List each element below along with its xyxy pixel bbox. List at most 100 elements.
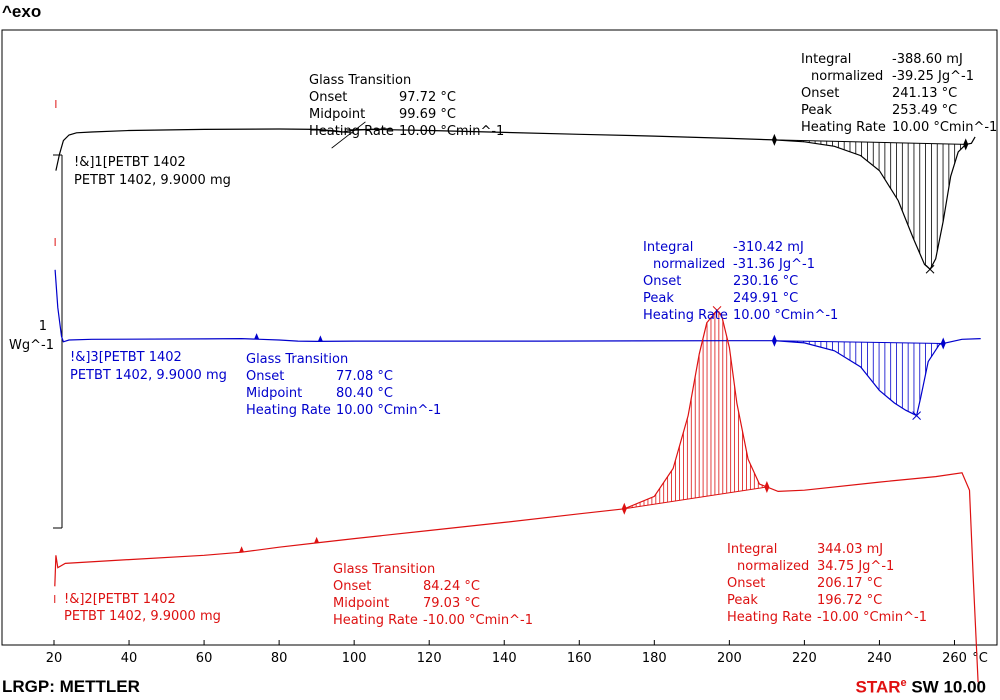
limit-marker [621,502,627,509]
black-peak-integral-label: Integral [801,52,851,67]
blue-glass-transition-value: 80.40 °C [336,386,393,401]
black-peak-integral-value: 253.49 °C [892,103,957,118]
limit-marker [764,486,770,493]
peak-baseline [624,486,767,510]
series-curve-red [54,309,979,683]
blue-peak-integral-label: Heating Rate [643,308,728,323]
peak-baseline [774,139,966,145]
x-tick-label: 40 [121,651,138,666]
limit-marker [254,333,260,340]
x-tick-label: 220 [792,651,817,666]
black-glass-transition-label: Midpoint [309,107,365,122]
red-glass-transition-title: Glass Transition [333,562,435,577]
x-tick-label: 140 [492,651,517,666]
blue-peak-integral-label: Integral [643,240,693,255]
series-label-sample-red: PETBT 1402, 9.9000 mg [64,609,221,624]
black-glass-transition-label: Heating Rate [309,124,394,139]
red-peak-integral-label: Heating Rate [727,610,812,625]
red-peak-integral-value: 196.72 °C [817,593,882,608]
red-peak-integral-label: Integral [727,542,777,557]
black-peak-integral-label: Heating Rate [801,120,886,135]
red-peak-integral-label: Onset [727,576,765,591]
blue-glass-transition-label: Onset [246,369,284,384]
red-glass-transition-value: 84.24 °C [423,579,480,594]
series-label-name-blue: !&]3[PETBT 1402 [70,350,182,365]
red-glass-transition-label: Midpoint [333,596,389,611]
black-peak-integral-label: Onset [801,86,839,101]
blue-glass-transition-value: 77.08 °C [336,369,393,384]
x-tick-label: 100 [342,651,367,666]
brand-star-text: STAR [855,677,901,697]
blue-glass-transition-label: Heating Rate [246,403,331,418]
black-peak-integral-value: -39.25 Jg^-1 [892,69,974,84]
peak-marker [925,264,935,274]
black-peak-integral-value: 10.00 °Cmin^-1 [892,120,997,135]
blue-peak-integral-label: normalized [653,257,725,272]
blue-peak-integral-label: Peak [643,291,674,306]
x-axis-unit: °C [972,651,988,666]
limit-marker [771,133,777,140]
red-peak-integral-value: 34.75 Jg^-1 [817,559,894,574]
red-peak-integral-value: 206.17 °C [817,576,882,591]
limit-marker [963,138,969,145]
black-glass-transition-value: 97.72 °C [399,90,456,105]
blue-peak-integral-value: 230.16 °C [733,274,798,289]
black-peak-integral-label: normalized [811,69,883,84]
peak-marker [712,306,722,315]
black-peak-integral-value: -388.60 mJ [892,52,963,67]
limit-marker [940,343,946,350]
blue-peak-integral-value: 10.00 °Cmin^-1 [733,308,838,323]
blue-peak-integral-value: -310.42 mJ [733,240,804,255]
brand-e-superscript: e [900,677,907,689]
!&]2[PETBT 1402-peak-hatch [624,312,767,510]
series-label-sample-black: PETBT 1402, 9.9000 mg [74,173,231,188]
limit-marker [317,335,323,342]
red-peak-integral-label: normalized [737,559,809,574]
blue-peak-integral-label: Onset [643,274,681,289]
blue-peak-integral-value: -31.36 Jg^-1 [733,257,815,272]
limit-marker [621,508,627,515]
limit-marker [771,340,777,347]
series-curve-blue [54,269,981,417]
gt-tangent [331,121,366,149]
peak-marker [912,411,921,420]
blue-glass-transition-value: 10.00 °Cmin^-1 [336,403,441,418]
red-peak-integral-label: Peak [727,593,758,608]
limit-marker [314,536,320,543]
red-peak-integral-value: 344.03 mJ [817,542,883,557]
blue-glass-transition-label: Midpoint [246,386,302,401]
x-tick-label: 200 [717,651,742,666]
blue-glass-transition-title: Glass Transition [246,352,348,367]
gt-tangent [309,128,355,134]
red-peak-integral-value: -10.00 °Cmin^-1 [817,610,927,625]
series-label-name-red: !&]2[PETBT 1402 [64,592,176,607]
black-glass-transition-label: Onset [309,90,347,105]
footer-software-brand: STARe SW 10.00 [855,677,986,698]
x-tick-label: 180 [642,651,667,666]
limit-marker [771,334,777,341]
black-glass-transition-value: 99.69 °C [399,107,456,122]
black-peak-integral-label: Peak [801,103,832,118]
limit-marker [963,144,969,151]
x-tick-label: 120 [417,651,442,666]
x-tick-label: 80 [271,651,288,666]
black-glass-transition-value: 10.00 °Cmin^-1 [399,124,504,139]
footer-lab-label: LRGP: METTLER [2,677,140,696]
blue-peak-integral-value: 249.91 °C [733,291,798,306]
black-glass-transition-title: Glass Transition [309,73,411,88]
series-label-name-black: !&]1[PETBT 1402 [74,155,186,170]
red-glass-transition-value: -10.00 °Cmin^-1 [423,613,533,628]
limit-marker [764,480,770,487]
limit-marker [771,139,777,146]
y-scale-value: 1 [39,319,47,334]
x-tick-label: 260 [942,651,967,666]
x-tick-label: 160 [567,651,592,666]
limit-marker [940,337,946,344]
red-glass-transition-label: Onset [333,579,371,594]
series-label-sample-blue: PETBT 1402, 9.9000 mg [70,368,227,383]
x-tick-label: 60 [196,651,213,666]
peak-baseline [774,340,944,344]
plot-frame [1,29,998,646]
gt-tangent [346,128,392,131]
